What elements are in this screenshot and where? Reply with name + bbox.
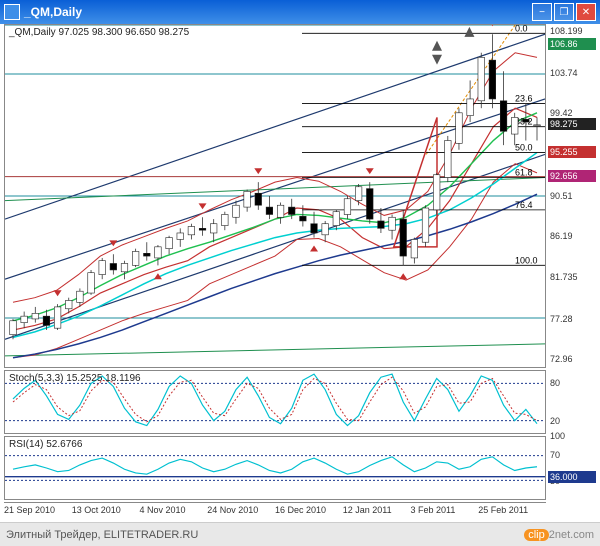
time-axis: 21 Sep 201013 Oct 20104 Nov 201024 Nov 2… [4,502,546,520]
maximize-button[interactable]: ❐ [554,3,574,21]
rsi-label: RSI(14) 52.6766 [9,439,82,450]
svg-text:100.0: 100.0 [515,255,538,265]
clip2net-watermark: clip2net.com [524,529,594,541]
stoch-y-axis: 2080 [548,370,596,434]
footer: Элитный Трейдер, ELITETRADER.RU clip2net… [0,522,600,546]
window-title: _QM,Daily [24,5,530,19]
svg-text:61.8: 61.8 [515,168,533,178]
svg-text:76.4: 76.4 [515,200,533,210]
app-icon [4,4,20,20]
stoch-panel[interactable]: Stoch(5,3,3) 15.2525 18.1196 [4,370,546,434]
price-chart: 0.023.638.250.061.876.4100.0 [5,25,545,367]
minimize-button[interactable]: − [532,3,552,21]
chart-area[interactable]: _QM,Daily 97.025 98.300 96.650 98.275 0.… [0,24,600,522]
rsi-y-axis: 307010036.000 [548,436,596,500]
price-y-axis: 108.199103.7499.4298.27595.25592.65690.5… [548,24,596,368]
rsi-chart [5,437,545,499]
svg-text:0.0: 0.0 [515,25,528,33]
footer-credit: Элитный Трейдер, ELITETRADER.RU [6,529,198,541]
chart-window: _QM,Daily − ❐ ✕ _QM,Daily 97.025 98.300 … [0,0,600,546]
price-panel-label: _QM,Daily 97.025 98.300 96.650 98.275 [9,27,189,38]
stoch-label: Stoch(5,3,3) 15.2525 18.1196 [9,373,141,384]
close-button[interactable]: ✕ [576,3,596,21]
svg-text:23.6: 23.6 [515,94,533,104]
titlebar[interactable]: _QM,Daily − ❐ ✕ [0,0,600,24]
svg-text:50.0: 50.0 [515,143,533,153]
price-panel[interactable]: _QM,Daily 97.025 98.300 96.650 98.275 0.… [4,24,546,368]
rsi-panel[interactable]: RSI(14) 52.6766 [4,436,546,500]
